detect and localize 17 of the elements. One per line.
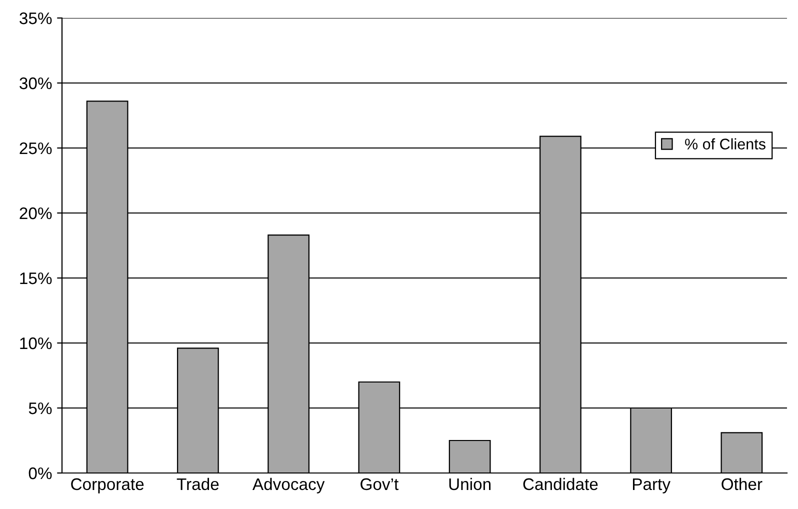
x-tick-label: Gov’t: [360, 478, 399, 490]
y-tick-label: 30%: [20, 77, 52, 90]
legend-label: % of Clients: [685, 138, 766, 150]
x-tick-label: Advocacy: [252, 478, 325, 494]
y-tick-label: 25%: [20, 142, 52, 154]
y-tick-label: 15%: [20, 272, 52, 284]
y-tick-label: 0%: [28, 467, 52, 480]
x-tick-label: Other: [722, 478, 762, 490]
x-tick-label: Union: [449, 478, 491, 490]
y-tick-label: 35%: [20, 12, 52, 24]
x-tick-label: Corporate: [71, 478, 144, 494]
x-tick-label: Candidate: [523, 478, 598, 490]
x-tick-label: Trade: [176, 478, 219, 490]
y-tick-label: 10%: [20, 337, 52, 350]
y-tick-label: 20%: [20, 207, 52, 220]
y-tick-label: 5%: [28, 402, 52, 414]
x-tick-label: Party: [632, 478, 670, 494]
